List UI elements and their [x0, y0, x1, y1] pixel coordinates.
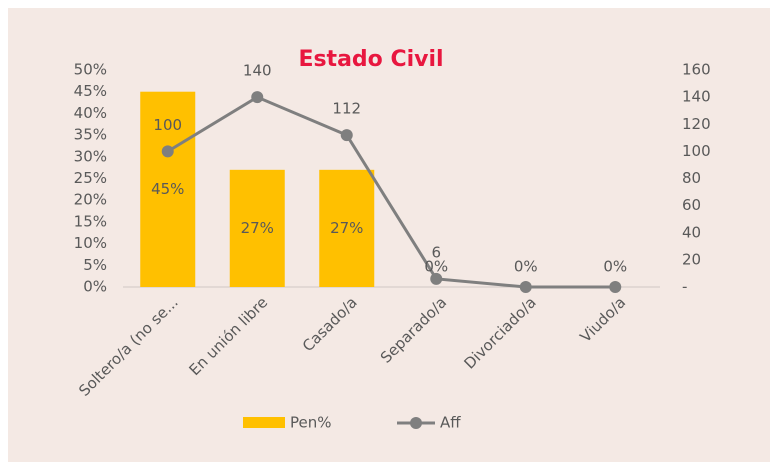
data-label: 27% — [241, 219, 274, 237]
data-label: 27% — [330, 219, 363, 237]
legend-label: Pen% — [290, 414, 332, 432]
data-label: 100 — [153, 116, 182, 134]
data-label: 0% — [514, 258, 538, 276]
bar — [140, 91, 196, 287]
line-marker — [161, 145, 174, 158]
legend-marker — [410, 417, 422, 429]
y-tick-label: 30% — [74, 147, 107, 165]
y-tick-label: 5% — [83, 256, 107, 274]
y2-tick-label: 160 — [682, 61, 711, 79]
data-label: 0% — [603, 258, 627, 276]
data-label: 45% — [151, 180, 184, 198]
y2-tick-label: 120 — [682, 115, 711, 133]
y-tick-label: 35% — [74, 126, 107, 144]
y2-tick-label: 100 — [682, 142, 711, 160]
bar — [229, 169, 285, 287]
data-label: 0% — [424, 258, 448, 276]
y-tick-label: 15% — [74, 212, 107, 230]
y2-tick-label: 40 — [682, 223, 701, 241]
y2-tick-label: 80 — [682, 169, 701, 187]
data-label: 112 — [332, 100, 361, 118]
line-marker — [430, 272, 443, 285]
y-tick-label: 20% — [74, 191, 107, 209]
y-tick-label: 10% — [74, 234, 107, 252]
y-tick-label: 50% — [74, 61, 107, 79]
legend-swatch — [243, 417, 285, 428]
line-marker — [519, 281, 532, 293]
line-marker — [340, 129, 353, 142]
y2-tick-label: - — [682, 278, 687, 296]
y2-tick-label: 20 — [682, 250, 701, 268]
y2-tick-label: 140 — [682, 88, 711, 106]
chart-title: Estado Civil — [298, 47, 443, 72]
y-tick-label: 40% — [74, 104, 107, 122]
data-label: 140 — [243, 62, 272, 80]
legend-label: Aff — [440, 414, 461, 432]
line-marker — [609, 281, 622, 293]
data-label: 6 — [431, 243, 441, 261]
y-tick-label: 0% — [83, 278, 107, 296]
bar — [319, 169, 375, 287]
y-tick-label: 45% — [74, 82, 107, 100]
y2-tick-label: 60 — [682, 196, 701, 214]
line-marker — [251, 91, 264, 104]
chart-background — [8, 8, 770, 462]
line — [166, 95, 616, 289]
y-tick-label: 25% — [74, 169, 107, 187]
